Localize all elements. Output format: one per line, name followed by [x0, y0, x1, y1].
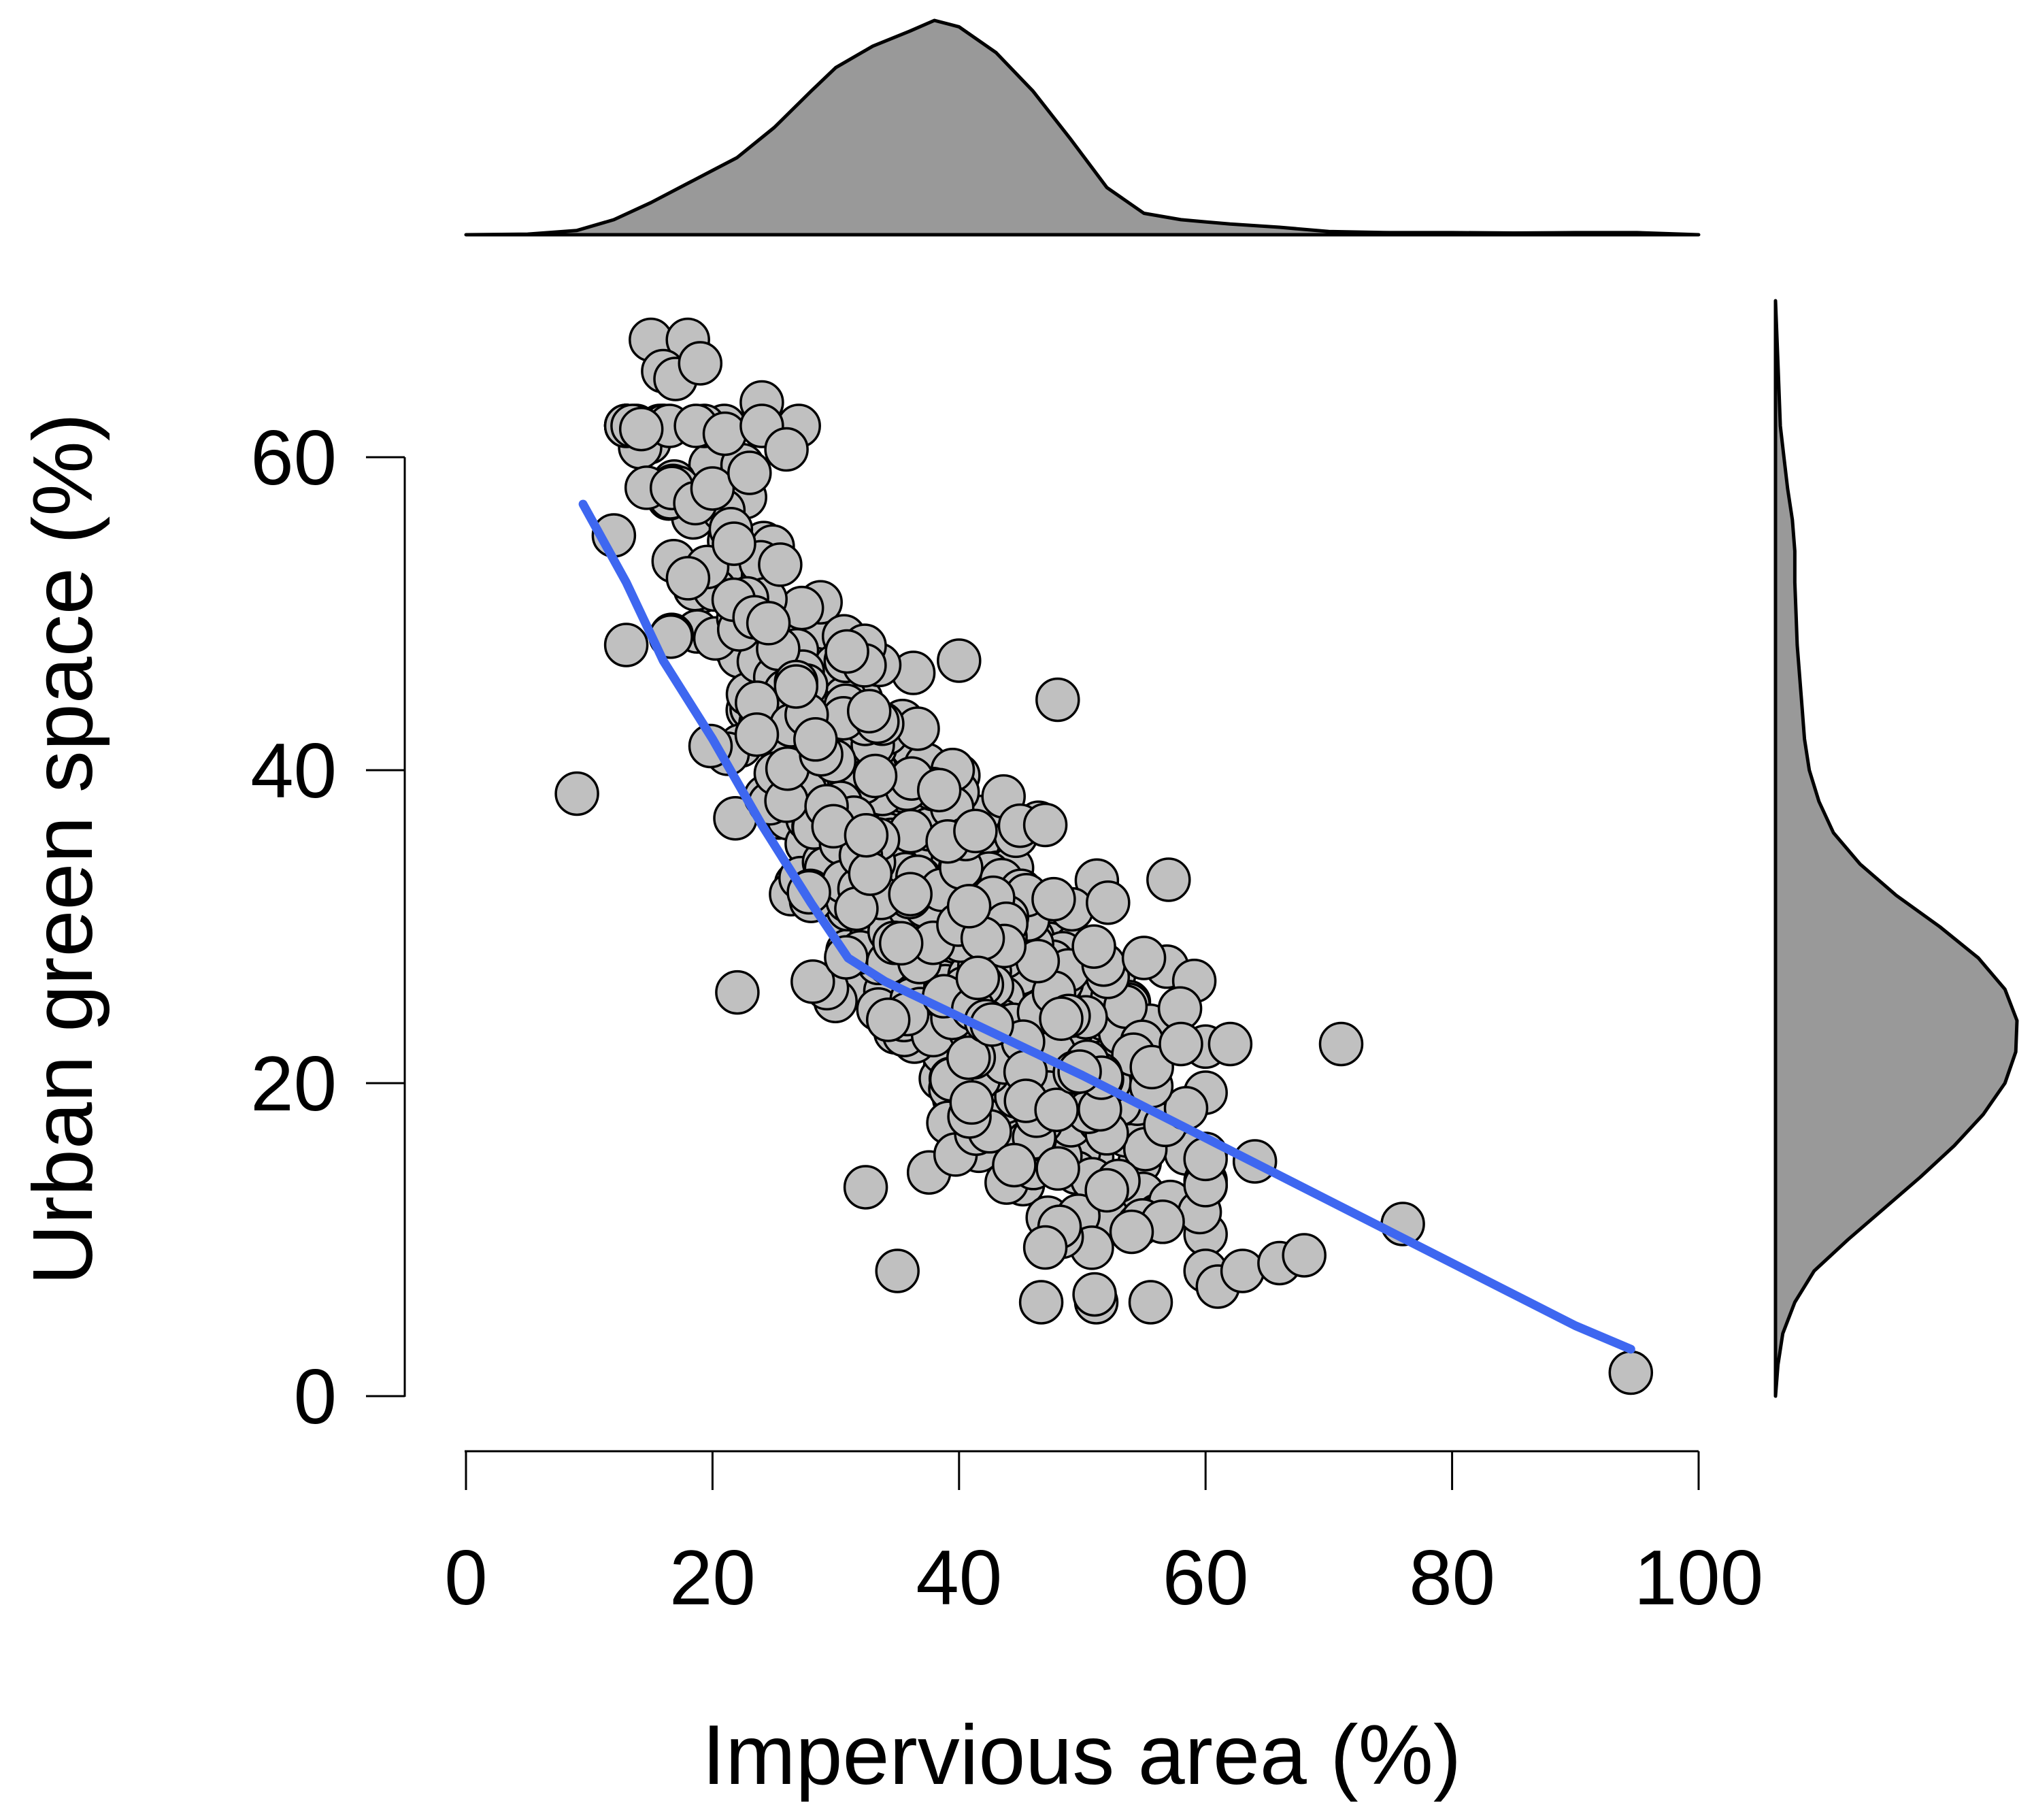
y-tick-label: 20 — [250, 1041, 337, 1127]
scatter-point — [1158, 1021, 1203, 1067]
ticks: 0 20 40 60 80 100 0 20 40 60 — [250, 415, 1763, 1621]
scatter-point — [843, 1165, 888, 1210]
scatter-point — [955, 955, 1001, 1001]
scatter-point — [1121, 936, 1167, 980]
scatter-point — [1282, 1233, 1327, 1278]
scatter-point — [865, 997, 911, 1042]
scatter-point — [1039, 996, 1084, 1042]
x-tick-label: 20 — [669, 1535, 756, 1621]
scatter-point — [824, 629, 869, 674]
scatter-point — [727, 450, 772, 495]
scatter-point — [773, 664, 819, 709]
y-tick-label: 0 — [294, 1354, 337, 1440]
scatter-point — [1022, 802, 1068, 848]
scatter-point — [1109, 1209, 1154, 1255]
scatter-point — [878, 921, 924, 966]
top-density-curve — [464, 18, 1701, 237]
scatter-point — [1146, 857, 1191, 902]
scatter-point — [1084, 1168, 1129, 1213]
scatter-point — [690, 466, 735, 511]
scatter-point — [603, 623, 649, 667]
scatter-point — [712, 521, 756, 566]
top-marginal-density — [464, 18, 1701, 237]
scatter-point — [844, 812, 889, 858]
x-tick-label: 60 — [1163, 1535, 1249, 1621]
scatter-point — [790, 959, 835, 1004]
scatter-point — [758, 542, 803, 587]
scatter-points — [554, 317, 1654, 1395]
scatter-point — [1207, 1021, 1253, 1067]
scatter-point — [746, 601, 791, 646]
scatter-point — [702, 411, 748, 457]
scatter-point — [937, 638, 982, 683]
scatter-point — [1035, 1146, 1080, 1191]
scatter-point — [793, 717, 838, 762]
scatter-point — [1018, 1280, 1064, 1325]
scatter-point — [764, 427, 809, 472]
scatter-point — [734, 712, 780, 757]
scatter-point — [665, 556, 711, 601]
trend-line-layer — [578, 499, 1635, 1354]
right-marginal-density — [1773, 299, 2019, 1398]
scatter-point — [618, 406, 664, 452]
x-tick-label: 80 — [1409, 1535, 1495, 1621]
scatter-point — [1608, 1350, 1654, 1395]
right-density-curve — [1773, 299, 2019, 1398]
scatter-point — [888, 872, 933, 916]
axes — [403, 457, 1699, 1453]
scatter-point — [1318, 1021, 1364, 1067]
y-tick-label: 40 — [250, 728, 337, 814]
scatter-point — [1220, 1248, 1265, 1293]
scatter-point — [1128, 1280, 1173, 1325]
scatter-point — [953, 808, 998, 854]
scatter-point — [1035, 677, 1080, 723]
scatter-point — [875, 1248, 920, 1293]
scatter-point — [916, 767, 962, 812]
scatter-point — [848, 851, 893, 896]
scatter-point — [678, 341, 723, 386]
scatter-point — [1072, 1272, 1117, 1317]
y-tick-label: 60 — [250, 415, 337, 501]
trend-line — [578, 499, 1635, 1354]
scatter-point — [846, 689, 892, 733]
scatter-point — [1086, 880, 1131, 925]
scatter-point — [1071, 924, 1116, 969]
y-axis-title: Urban green space (%) — [16, 413, 110, 1285]
scatter-point — [1022, 1225, 1068, 1270]
scatter-point — [1034, 1087, 1079, 1132]
x-tick-label: 40 — [916, 1535, 1002, 1621]
scatter-point — [992, 1142, 1037, 1188]
x-tick-label: 0 — [444, 1535, 487, 1621]
scatter-point — [1129, 1044, 1174, 1090]
scatter-point — [554, 771, 599, 816]
scatter-point — [1031, 876, 1076, 922]
scatter-point — [946, 884, 992, 929]
x-axis-title: Impervious area (%) — [702, 1708, 1461, 1802]
scatter-point — [852, 753, 898, 799]
scatter-point — [949, 1080, 995, 1125]
x-tick-label: 100 — [1634, 1535, 1763, 1621]
scatter-point — [946, 1035, 991, 1080]
scatter-point — [715, 970, 760, 1015]
